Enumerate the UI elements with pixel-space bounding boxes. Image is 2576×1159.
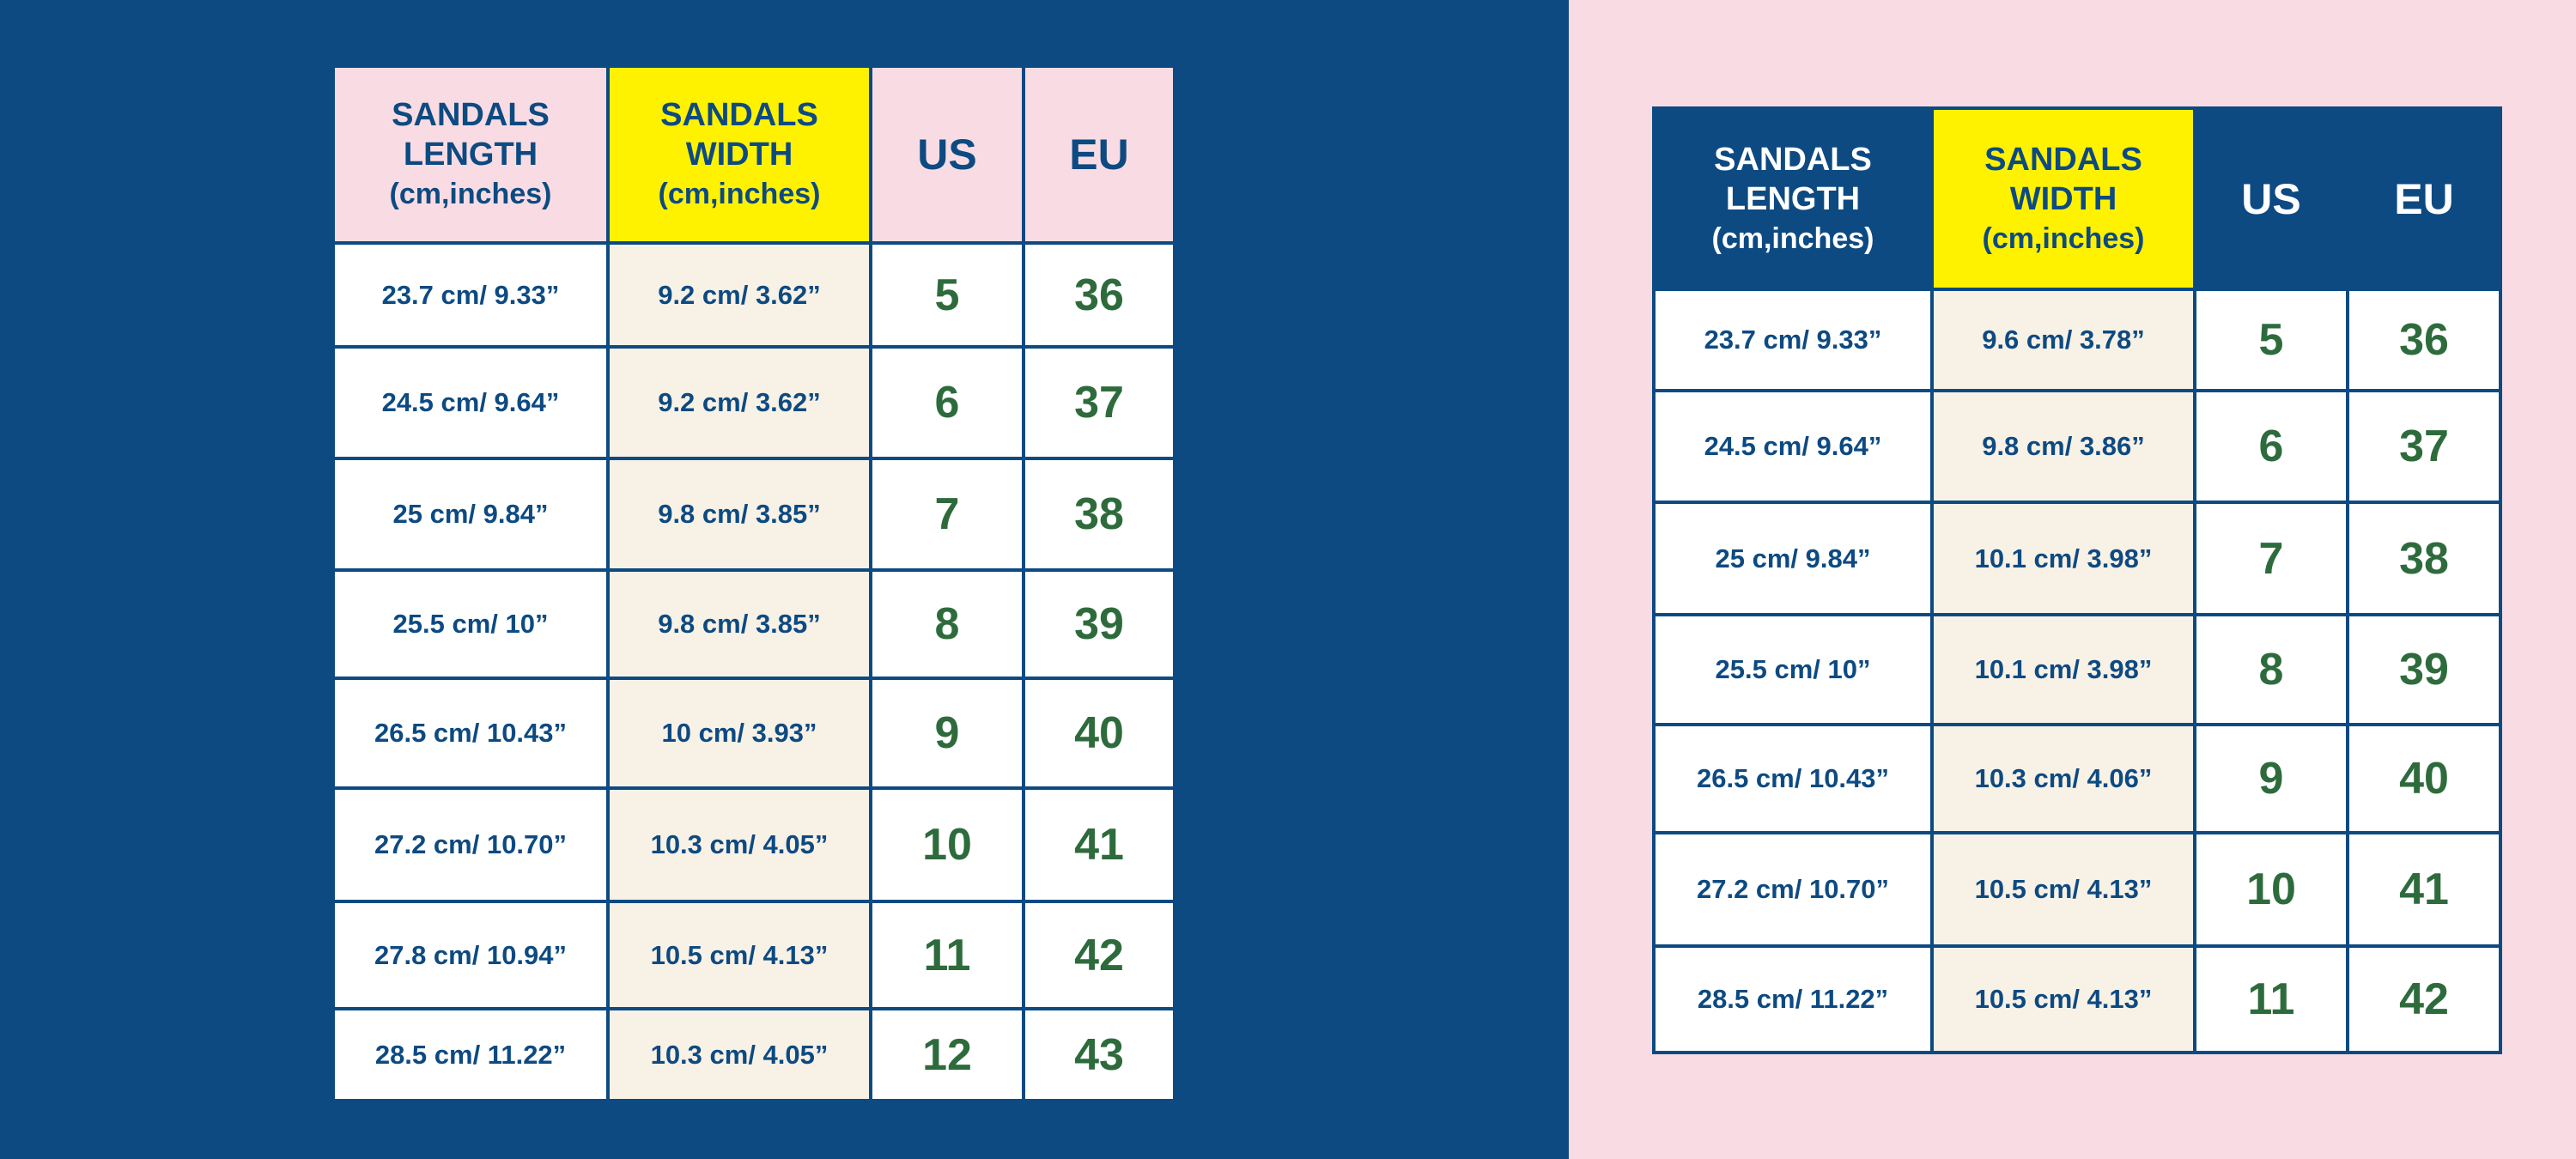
length-cell: 24.5 cm/ 9.64” [331, 345, 610, 460]
width-cell: 9.2 cm/ 3.62” [606, 345, 872, 460]
length-cell: 26.5 cm/ 10.43” [1652, 723, 1934, 834]
table-row: 28.5 cm/ 11.22” 10.3 cm/ 4.05” 12 43 [331, 1007, 1176, 1102]
width-cell: 10.3 cm/ 4.05” [606, 1007, 872, 1102]
table-row: 27.2 cm/ 10.70” 10.5 cm/ 4.13” 10 41 [1652, 831, 2502, 948]
table-row: 25.5 cm/ 10” 10.1 cm/ 3.98” 8 39 [1652, 613, 2502, 726]
width-header: SANDALS WIDTH (cm,inches) [1930, 106, 2196, 291]
eu-size-cell: 41 [1022, 786, 1176, 903]
us-size-cell: 6 [2193, 389, 2349, 504]
width-cell: 9.8 cm/ 3.85” [606, 457, 872, 572]
table-row: 26.5 cm/ 10.43” 10 cm/ 3.93” 9 40 [331, 677, 1176, 790]
length-cell: 24.5 cm/ 9.64” [1652, 389, 1934, 504]
eu-size-cell: 40 [2346, 723, 2502, 834]
us-size-cell: 8 [869, 568, 1025, 680]
table-row: 25 cm/ 9.84” 10.1 cm/ 3.98” 7 38 [1652, 501, 2502, 616]
eu-header: EU [1022, 64, 1176, 245]
eu-header: EU [2346, 106, 2502, 291]
us-size-cell: 11 [869, 900, 1025, 1010]
length-header: SANDALS LENGTH (cm,inches) [1652, 106, 1934, 291]
width-cell: 10.1 cm/ 3.98” [1930, 613, 2196, 726]
us-header: US [869, 64, 1025, 245]
width-cell: 9.6 cm/ 3.78” [1930, 288, 2196, 392]
eu-size-cell: 43 [1022, 1007, 1176, 1102]
length-cell: 25 cm/ 9.84” [1652, 501, 1934, 616]
width-cell: 10.1 cm/ 3.98” [1930, 501, 2196, 616]
table-row: 24.5 cm/ 9.64” 9.2 cm/ 3.62” 6 37 [331, 345, 1176, 460]
table-row: 26.5 cm/ 10.43” 10.3 cm/ 4.06” 9 40 [1652, 723, 2502, 834]
table-row: 25 cm/ 9.84” 9.8 cm/ 3.85” 7 38 [331, 457, 1176, 572]
eu-size-cell: 38 [2346, 501, 2502, 616]
eu-size-cell: 40 [1022, 677, 1176, 790]
length-header: SANDALS LENGTH (cm,inches) [331, 64, 610, 245]
width-header: SANDALS WIDTH (cm,inches) [606, 64, 872, 245]
eu-size-cell: 39 [1022, 568, 1176, 680]
width-cell: 10.5 cm/ 4.13” [606, 900, 872, 1010]
length-cell: 27.8 cm/ 10.94” [331, 900, 610, 1010]
width-cell: 10.5 cm/ 4.13” [1930, 831, 2196, 948]
width-cell: 10.5 cm/ 4.13” [1930, 944, 2196, 1054]
us-size-cell: 12 [869, 1007, 1025, 1102]
eu-size-cell: 42 [1022, 900, 1176, 1010]
length-cell: 28.5 cm/ 11.22” [331, 1007, 610, 1102]
us-size-cell: 10 [2193, 831, 2349, 948]
us-size-cell: 6 [869, 345, 1025, 460]
length-cell: 25.5 cm/ 10” [331, 568, 610, 680]
table-row: 24.5 cm/ 9.64” 9.8 cm/ 3.86” 6 37 [1652, 389, 2502, 504]
length-cell: 26.5 cm/ 10.43” [331, 677, 610, 790]
us-size-cell: 8 [2193, 613, 2349, 726]
length-cell: 27.2 cm/ 10.70” [1652, 831, 1934, 948]
eu-size-cell: 41 [2346, 831, 2502, 948]
us-size-cell: 7 [869, 457, 1025, 572]
length-cell: 27.2 cm/ 10.70” [331, 786, 610, 903]
width-cell: 9.8 cm/ 3.85” [606, 568, 872, 680]
us-size-cell: 5 [2193, 288, 2349, 392]
width-cell: 10.3 cm/ 4.06” [1930, 723, 2196, 834]
length-cell: 25.5 cm/ 10” [1652, 613, 1934, 726]
width-cell: 9.2 cm/ 3.62” [606, 241, 872, 349]
header-row: SANDALS LENGTH (cm,inches) SANDALS WIDTH (cm… [1652, 106, 2502, 291]
eu-size-cell: 39 [2346, 613, 2502, 726]
width-cell: 10.3 cm/ 4.05” [606, 786, 872, 903]
size-chart-right: SANDALS LENGTH (cm,inches) SANDALS WIDTH (cm… [1652, 106, 2502, 1054]
length-cell: 25 cm/ 9.84” [331, 457, 610, 572]
eu-size-cell: 38 [1022, 457, 1176, 572]
table-row: 23.7 cm/ 9.33” 9.2 cm/ 3.62” 5 36 [331, 241, 1176, 349]
us-size-cell: 9 [2193, 723, 2349, 834]
us-size-cell: 5 [869, 241, 1025, 349]
size-chart-left: SANDALS LENGTH (cm,inches) SANDALS WIDTH (cm… [331, 64, 1176, 1102]
header-row: SANDALS LENGTH (cm,inches) SANDALS WIDTH (cm… [331, 64, 1176, 245]
table-row: 27.8 cm/ 10.94” 10.5 cm/ 4.13” 11 42 [331, 900, 1176, 1010]
eu-size-cell: 37 [1022, 345, 1176, 460]
table-row: 23.7 cm/ 9.33” 9.6 cm/ 3.78” 5 36 [1652, 288, 2502, 392]
us-size-cell: 7 [2193, 501, 2349, 616]
us-size-cell: 11 [2193, 944, 2349, 1054]
table-row: 28.5 cm/ 11.22” 10.5 cm/ 4.13” 11 42 [1652, 944, 2502, 1054]
us-header: US [2193, 106, 2349, 291]
eu-size-cell: 36 [2346, 288, 2502, 392]
length-cell: 23.7 cm/ 9.33” [1652, 288, 1934, 392]
width-cell: 9.8 cm/ 3.86” [1930, 389, 2196, 504]
eu-size-cell: 37 [2346, 389, 2502, 504]
eu-size-cell: 42 [2346, 944, 2502, 1054]
length-cell: 28.5 cm/ 11.22” [1652, 944, 1934, 1054]
eu-size-cell: 36 [1022, 241, 1176, 349]
width-cell: 10 cm/ 3.93” [606, 677, 872, 790]
length-cell: 23.7 cm/ 9.33” [331, 241, 610, 349]
us-size-cell: 10 [869, 786, 1025, 903]
table-row: 25.5 cm/ 10” 9.8 cm/ 3.85” 8 39 [331, 568, 1176, 680]
table-row: 27.2 cm/ 10.70” 10.3 cm/ 4.05” 10 41 [331, 786, 1176, 903]
us-size-cell: 9 [869, 677, 1025, 790]
